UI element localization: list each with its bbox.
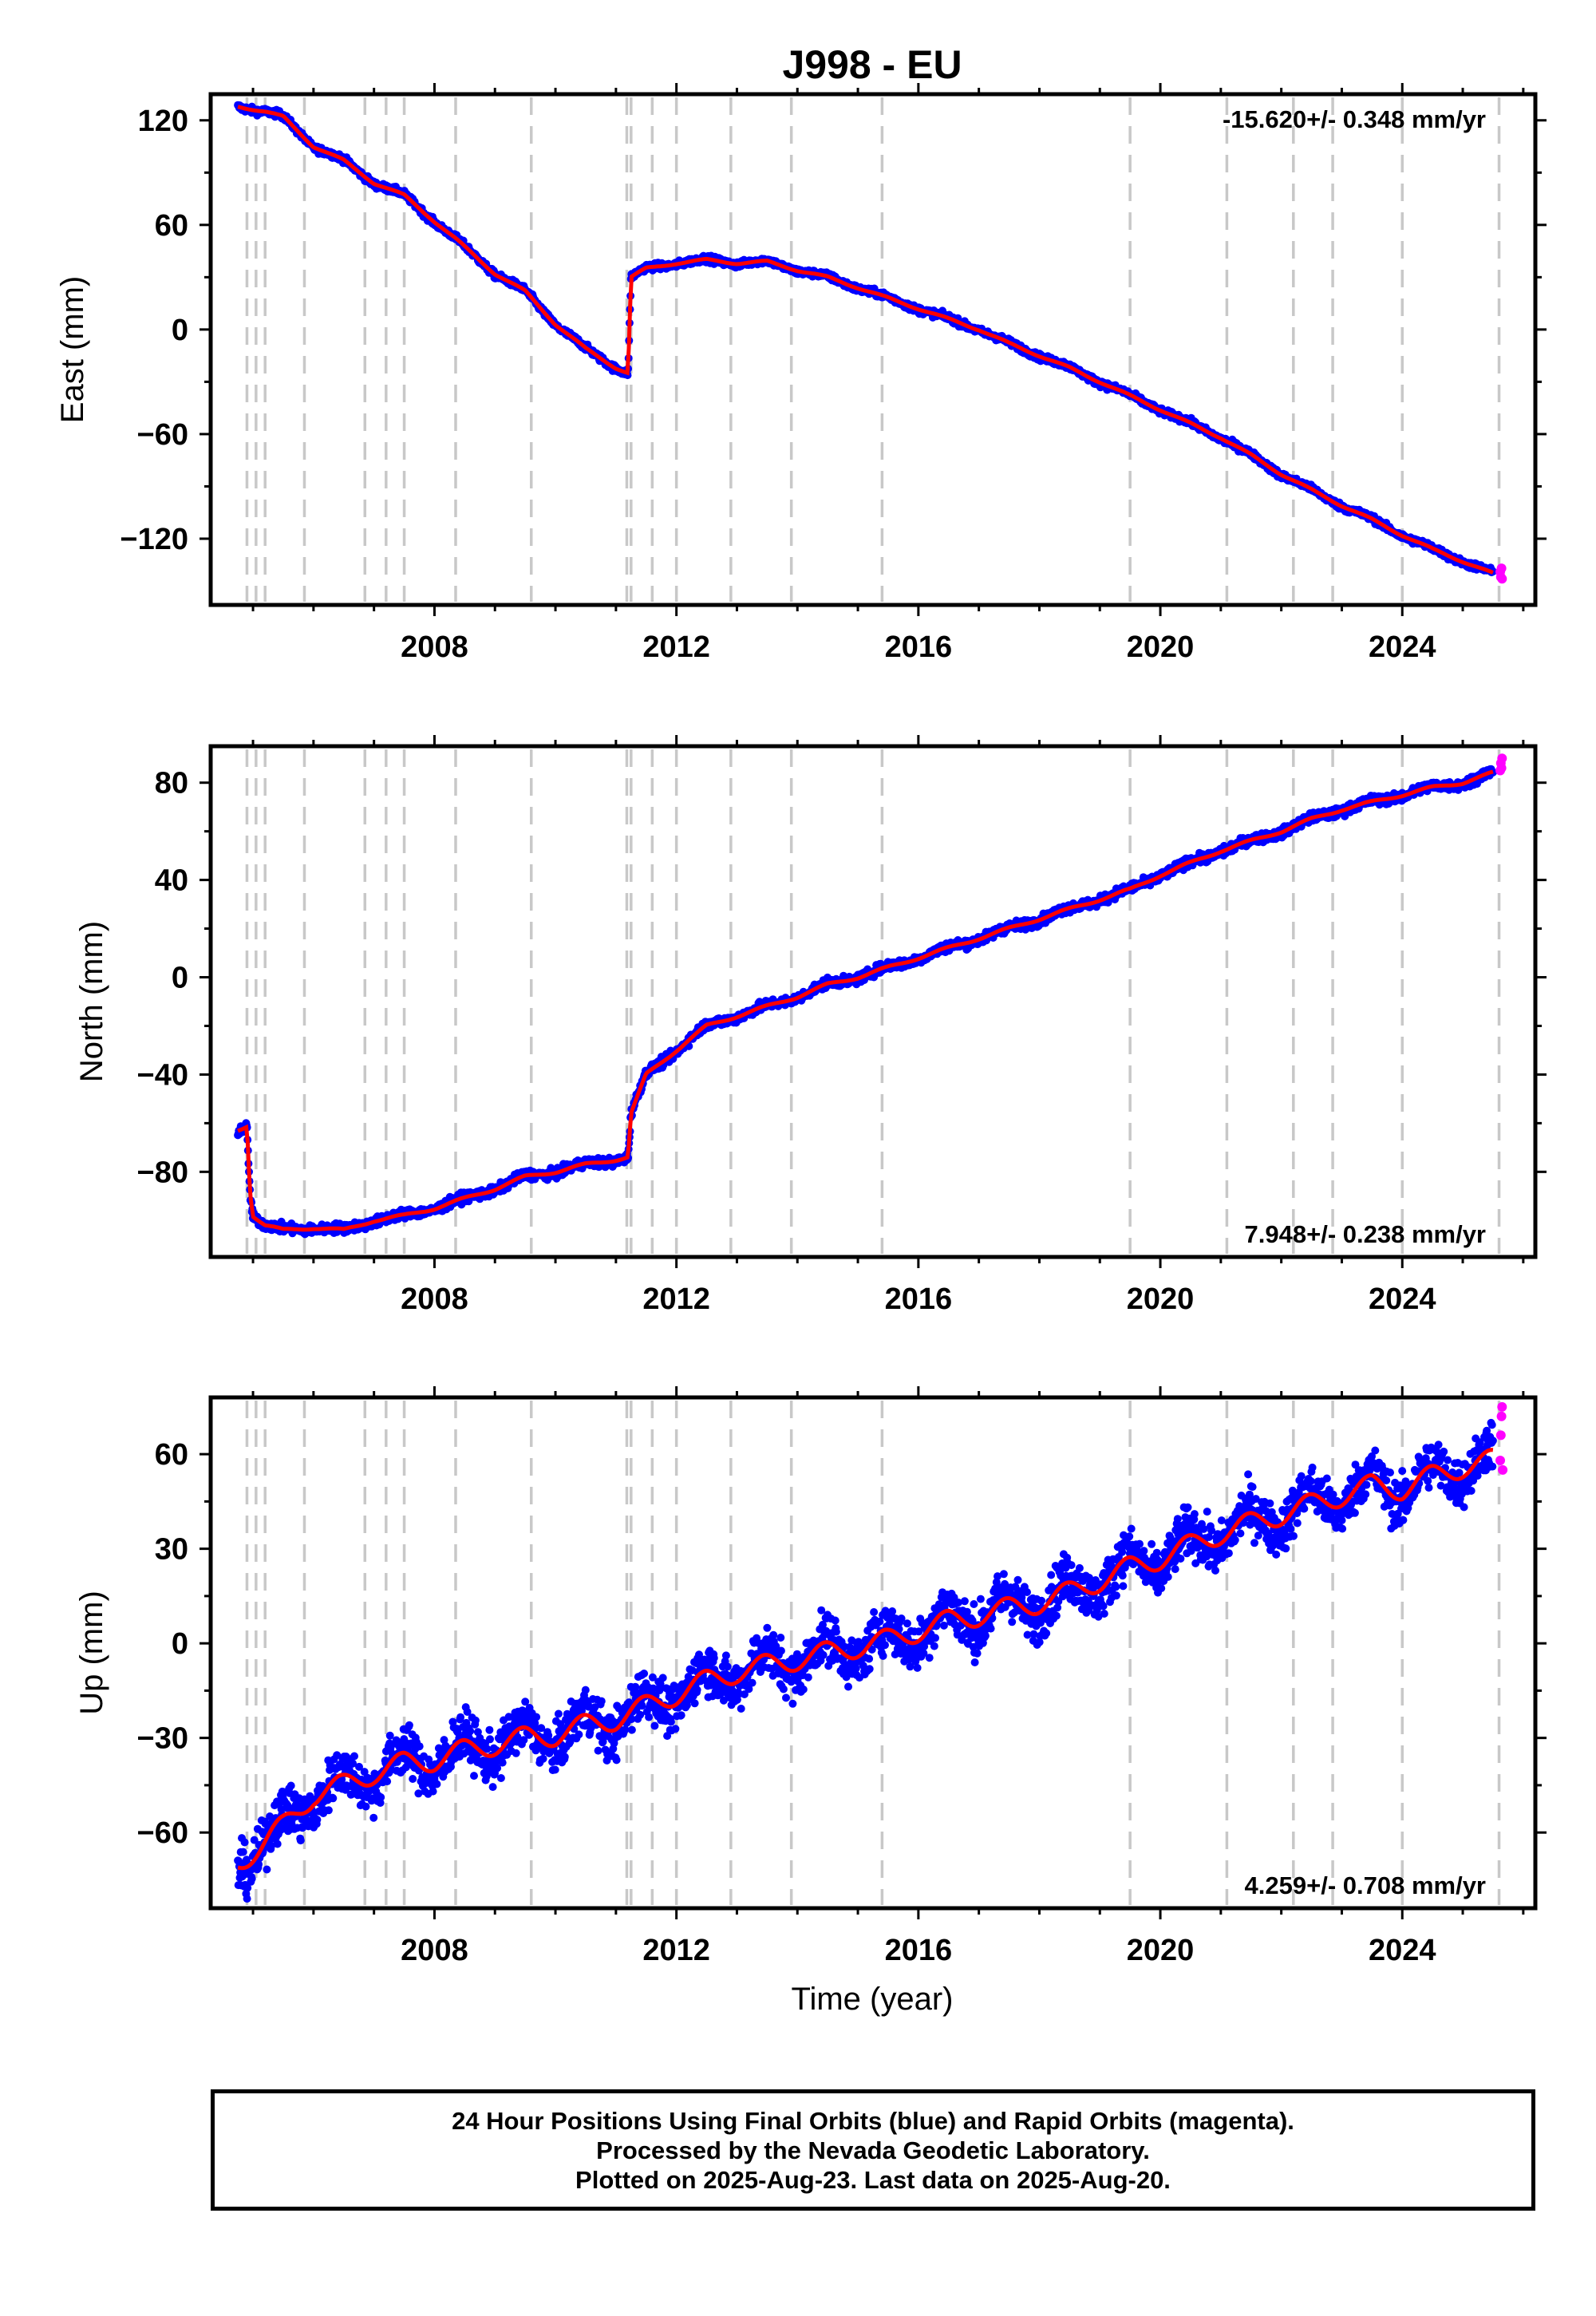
y-tick-label: 0: [172, 314, 188, 347]
rapid-orbit-point: [1496, 563, 1507, 574]
east-panel: 2008 2012 2016 2020 2024 120 60 0 −60 −120 East (m…: [0, 46, 1596, 664]
right-mask: [1537, 46, 1596, 653]
figure-title: J998 - EU: [782, 42, 962, 87]
x-tick-label: 2024: [1369, 630, 1436, 664]
x-tick-label: 2008: [401, 630, 468, 664]
x-tick-label: 2020: [1127, 630, 1195, 664]
y-tick-label: 60: [155, 209, 188, 243]
rate-label: -15.620+/- 0.348 mm/yr: [1223, 105, 1486, 133]
y-axis-label: East (mm): [55, 276, 90, 423]
x-tick-label: 2016: [885, 630, 953, 664]
rapid-orbit-point: [1497, 574, 1507, 584]
x-tick-label: 2012: [642, 630, 710, 664]
final-orbit-points: [234, 101, 1497, 577]
y-tick-label: 120: [138, 105, 188, 138]
plot-frame: [208, 92, 1538, 607]
y-tick-label: −120: [120, 523, 188, 556]
y-tick-label: −60: [137, 418, 188, 452]
model-line: [237, 105, 1494, 575]
rapid-orbit-points: [1495, 563, 1507, 584]
final-orbit-points: [234, 765, 1497, 1239]
